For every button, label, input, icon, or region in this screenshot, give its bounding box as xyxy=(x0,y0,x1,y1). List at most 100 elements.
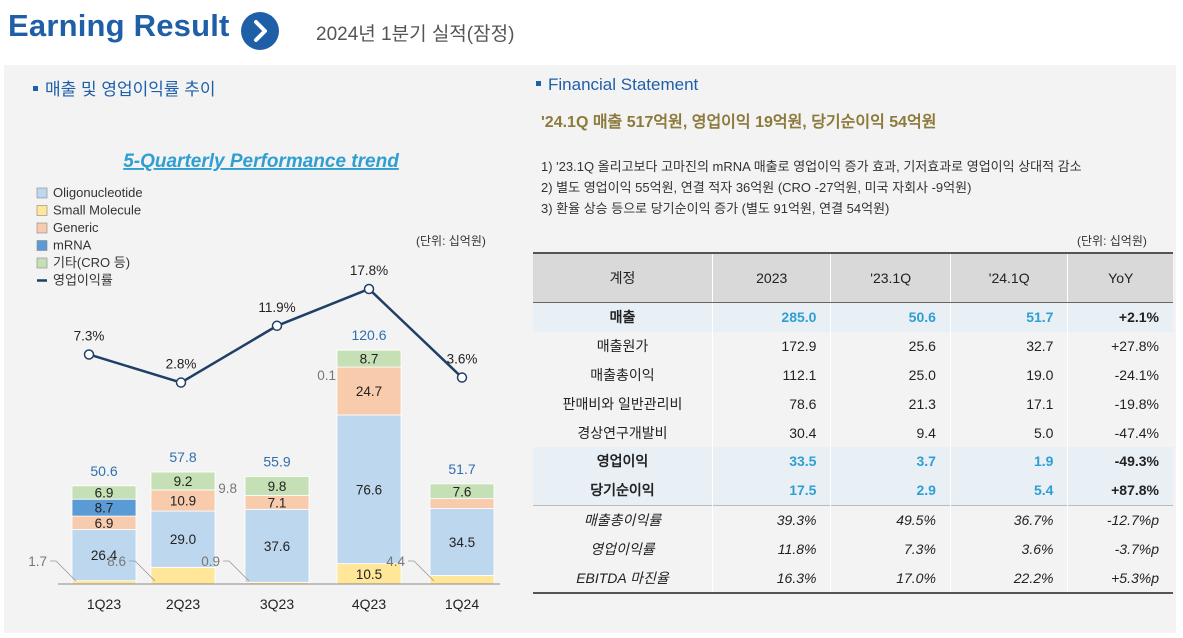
bar-value-label: 37.6 xyxy=(264,539,290,554)
table-row: 당기순이익 17.5 2.9 5.4 +87.8% xyxy=(533,475,1173,506)
legend-swatch xyxy=(36,222,48,234)
bar-total-label: 55.9 xyxy=(263,454,290,470)
chart-unit-label: (단위: 십억원) xyxy=(416,234,486,248)
col-header-2023: 2023 xyxy=(711,252,831,303)
row-label: 매출총이익 xyxy=(590,366,655,383)
row-value: +5.3%p xyxy=(1067,563,1173,594)
table-row: 영업이익률 11.8% 7.3% 3.6% -3.7%p xyxy=(533,534,1173,564)
row-value: 7.3% xyxy=(830,534,951,564)
bar-value-label: 24.7 xyxy=(356,384,382,399)
row-label: 매출총이익률 xyxy=(533,504,713,535)
chart-title: 5-Quarterly Performance trend xyxy=(123,151,399,172)
col-header-23-1q: '23.1Q xyxy=(830,252,951,303)
bar-segment xyxy=(336,349,402,368)
row-value: 21.3 xyxy=(830,389,951,419)
bar-side-label: 9.8 xyxy=(218,481,237,496)
row-value: 50.6 xyxy=(830,302,951,332)
legend-label: mRNA xyxy=(53,238,92,253)
x-tick-label: 4Q23 xyxy=(352,596,386,612)
row-value: -19.8% xyxy=(1067,389,1173,419)
bar-segment xyxy=(244,508,310,583)
bar-value-label: 0.1 xyxy=(317,368,336,383)
bar-value-label: 76.6 xyxy=(356,482,382,497)
col-header-account: 계정 xyxy=(533,252,713,303)
legend-label: 영업이익률 xyxy=(53,273,113,288)
line-value-label: 7.3% xyxy=(74,328,105,343)
table-row: 매출총이익률 39.3% 49.5% 36.7% -12.7%p xyxy=(533,504,1173,535)
col-header-24-1q: '24.1Q xyxy=(949,252,1068,303)
legend-label: Oligonucleotide xyxy=(53,185,143,200)
line-point xyxy=(363,283,375,295)
line-value-label: 2.8% xyxy=(166,357,197,372)
bar-value-label: 9.2 xyxy=(174,474,193,489)
row-value: 17.0% xyxy=(830,563,951,594)
bar-value-label: 8.7 xyxy=(95,501,114,516)
bar-value-label: 6.9 xyxy=(95,486,114,501)
row-value: 39.3% xyxy=(711,504,831,535)
table-unit-label: (단위: 십억원) xyxy=(1077,234,1147,248)
bar-value-label: 7.1 xyxy=(268,495,287,510)
bar-value-label: 34.5 xyxy=(449,535,475,550)
row-value: 16.3% xyxy=(711,563,831,594)
x-tick-label: 2Q23 xyxy=(166,596,200,612)
row-value: 5.0 xyxy=(949,418,1068,447)
row-value: -12.7%p xyxy=(1067,504,1173,535)
line-point xyxy=(271,320,283,332)
notes-list: 1) '23.1Q 올리고보다 고마진의 mRNA 매출로 영업이익 증가 효과… xyxy=(541,156,1082,219)
table-row: 매출원가 172.9 25.6 32.7 +27.8% xyxy=(533,331,1173,361)
legend-label: Generic xyxy=(53,220,99,235)
row-value: 51.7 xyxy=(949,302,1068,332)
row-label: 영업이익 xyxy=(533,446,713,476)
bar-segment xyxy=(150,471,216,491)
label-leader-line xyxy=(408,560,435,582)
quarterly-performance-chart: 5-Quarterly Performance trend Oligonucleo… xyxy=(28,151,500,612)
row-value: 19.0 xyxy=(949,360,1068,390)
bar-total-label: 57.8 xyxy=(169,449,196,465)
line-point xyxy=(456,372,468,383)
row-label: 영업이익률 xyxy=(590,540,655,557)
bullet-icon xyxy=(33,86,38,92)
table-row: 매출 285.0 50.6 51.7 +2.1% xyxy=(533,302,1173,332)
row-value: 2.9 xyxy=(830,475,951,506)
row-value: -3.7%p xyxy=(1067,534,1173,564)
bar-value-label: 0.9 xyxy=(201,554,220,569)
bar-segment xyxy=(336,414,402,565)
table-row: 경상연구개발비 30.4 9.4 5.0 -47.4% xyxy=(533,418,1173,447)
row-value: 9.4 xyxy=(830,418,951,447)
row-value: 22.2% xyxy=(949,563,1068,594)
legend-swatch xyxy=(36,257,48,269)
bar-value-label: 29.0 xyxy=(170,532,196,547)
row-value: 1.9 xyxy=(949,446,1068,476)
bar-segment xyxy=(150,566,216,585)
legend-label: Small Molecule xyxy=(53,203,141,218)
note-item: 3) 환율 상승 등으로 당기순이익 증가 (별도 91억원, 연결 54억원) xyxy=(541,201,890,216)
next-arrow-button[interactable] xyxy=(241,12,279,50)
bar-segment xyxy=(71,485,137,500)
bar-segment xyxy=(336,366,402,416)
row-value: 172.9 xyxy=(711,331,831,361)
row-value: +2.1% xyxy=(1067,302,1173,332)
bar-total-label: 120.6 xyxy=(351,327,386,343)
left-section-heading: 매출 및 영업이익률 추이 xyxy=(33,75,216,100)
bar-total-label: 51.7 xyxy=(448,461,475,477)
row-value: 17.5 xyxy=(711,475,831,506)
bar-value-label: 10.5 xyxy=(356,567,382,582)
table-header-row: 계정 2023 '23.1Q '24.1Q YoY xyxy=(533,252,1173,303)
legend-swatch xyxy=(36,240,48,251)
row-value: 3.7 xyxy=(830,446,951,476)
bullet-icon xyxy=(536,81,541,87)
highlight-summary: '24.1Q 매출 517억원, 영업이익 19억원, 당기순이익 54억원 xyxy=(541,114,937,131)
row-value: 78.6 xyxy=(711,389,831,419)
row-value: +27.8% xyxy=(1067,331,1173,361)
legend-label: 기타(CRO 등) xyxy=(53,255,130,270)
row-value: 11.8% xyxy=(711,534,831,564)
note-item: 1) '23.1Q 올리고보다 고마진의 mRNA 매출로 영업이익 증가 효과… xyxy=(541,159,1082,174)
row-label: 경상연구개발비 xyxy=(577,424,668,441)
table-row: EBITDA 마진율 16.3% 17.0% 22.2% +5.3%p xyxy=(533,563,1173,594)
bar-segment xyxy=(429,483,495,500)
label-leader-line xyxy=(223,560,250,582)
row-value: 3.6% xyxy=(949,534,1068,564)
row-value: 33.5 xyxy=(711,446,831,476)
row-value: 32.7 xyxy=(949,331,1068,361)
line-value-label: 3.6% xyxy=(447,352,478,367)
